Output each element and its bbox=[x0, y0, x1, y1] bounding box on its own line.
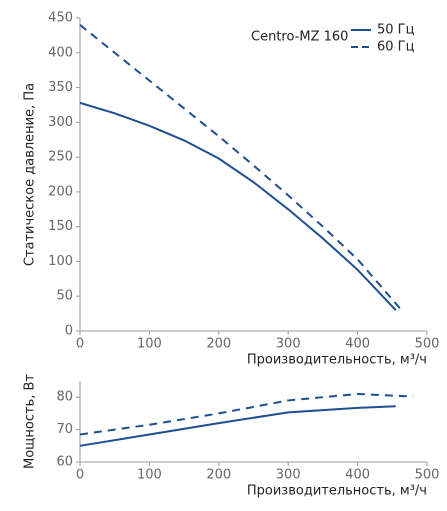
y-tick-label: 250 bbox=[48, 150, 73, 165]
x-tick-label: 100 bbox=[137, 468, 162, 483]
y-tick-label: 60 bbox=[56, 455, 73, 470]
y-tick-label: 450 bbox=[48, 11, 73, 26]
x-tick-label: 0 bbox=[76, 337, 84, 352]
x-tick-label: 500 bbox=[415, 337, 440, 352]
x-tick-label: 100 bbox=[137, 337, 162, 352]
x-tick-label: 200 bbox=[206, 468, 231, 483]
y-tick-label: 150 bbox=[48, 219, 73, 234]
y-axis-label: Мощность, Вт bbox=[23, 374, 38, 469]
line-series bbox=[79, 24, 404, 313]
x-tick-label: 400 bbox=[345, 468, 370, 483]
x-tick-label: 300 bbox=[276, 337, 301, 352]
x-tick-label: 200 bbox=[206, 337, 231, 352]
y-tick-label: 70 bbox=[56, 422, 73, 437]
y-tick-label: 300 bbox=[48, 115, 73, 130]
legend-box bbox=[247, 20, 419, 60]
y-tick-label: 400 bbox=[48, 45, 73, 60]
y-axis-label: Статическое давление, Па bbox=[23, 83, 38, 266]
y-tick-label: 350 bbox=[48, 80, 73, 95]
x-axis-label: Производительность, м³/ч bbox=[247, 484, 427, 499]
y-tick-label: 200 bbox=[48, 184, 73, 199]
legend-label: 60 Гц bbox=[377, 40, 415, 55]
line-series bbox=[79, 101, 397, 311]
legend-label: 50 Гц bbox=[377, 23, 415, 38]
y-tick-label: 50 bbox=[56, 289, 73, 304]
x-tick-label: 400 bbox=[345, 337, 370, 352]
line-series bbox=[79, 405, 396, 447]
y-tick-label: 100 bbox=[48, 254, 73, 269]
y-tick-label: 80 bbox=[56, 390, 73, 405]
x-tick-label: 0 bbox=[76, 468, 84, 483]
x-axis-label: Производительность, м³/ч bbox=[247, 353, 427, 368]
line-series bbox=[79, 392, 414, 436]
y-tick-label: 0 bbox=[65, 324, 73, 339]
legend-title: Centro-MZ 160 bbox=[251, 30, 348, 45]
x-tick-label: 300 bbox=[276, 468, 301, 483]
x-tick-label: 500 bbox=[415, 468, 440, 483]
